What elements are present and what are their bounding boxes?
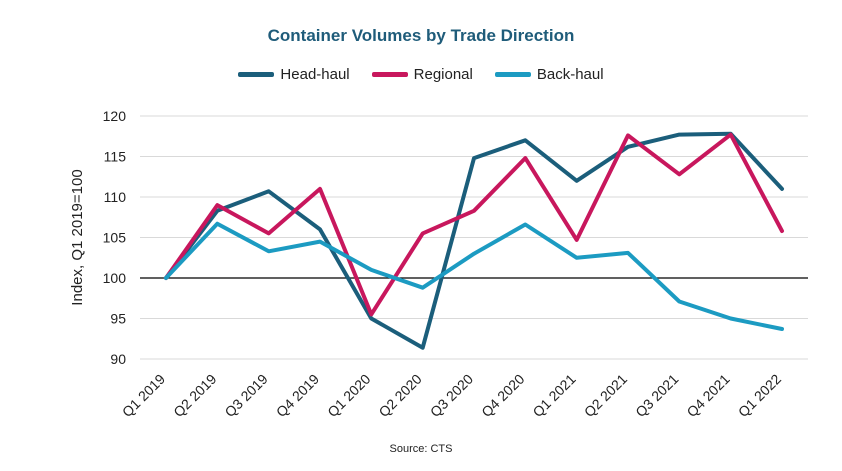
x-tick-label: Q4 2021: [683, 371, 732, 420]
y-tick-label: 120: [103, 108, 127, 124]
y-tick-label: 90: [110, 351, 126, 367]
legend-swatch: [238, 72, 275, 77]
legend-swatch: [371, 72, 408, 77]
legend-label: Regional: [413, 66, 473, 83]
x-tick-label: Q1 2021: [529, 371, 578, 420]
legend-item-regional: Regional: [371, 66, 473, 83]
legend-item-head-haul: Head-haul: [238, 66, 350, 83]
legend-item-back-haul: Back-haul: [494, 66, 604, 83]
chart-title: Container Volumes by Trade Direction: [267, 26, 575, 45]
series-line-back-haul: [164, 221, 784, 331]
legend-label: Head-haul: [280, 66, 350, 83]
y-tick-label: 110: [104, 189, 127, 205]
x-tick-label: Q3 2021: [632, 371, 681, 420]
y-tick-label: 95: [110, 311, 126, 327]
x-tick-label: Q3 2019: [221, 371, 270, 420]
x-tick-label: Q1 2019: [119, 371, 168, 420]
x-tick-label: Q4 2020: [478, 371, 527, 420]
y-axis-title: Index, Q1 2019=100: [69, 169, 86, 305]
legend: Head-haul Regional Back-haul: [0, 66, 842, 83]
x-tick-label: Q1 2020: [324, 371, 373, 420]
y-tick-label: 115: [104, 149, 127, 165]
x-tick-label: Q2 2021: [581, 371, 630, 420]
legend-label: Back-haul: [536, 66, 604, 83]
x-tick-label: Q4 2019: [273, 371, 322, 420]
x-tick-label: Q2 2019: [170, 371, 219, 420]
x-tick-label: Q1 2022: [735, 371, 784, 420]
y-tick-label: 105: [103, 230, 127, 246]
x-tick-label: Q3 2020: [427, 371, 476, 420]
series-line-regional: [164, 132, 784, 317]
source-note: Source: CTS: [389, 443, 453, 455]
legend-swatch: [494, 72, 531, 77]
x-tick-label: Q2 2020: [375, 371, 424, 420]
series-line-head-haul: [164, 131, 784, 350]
y-tick-label: 100: [103, 270, 127, 286]
